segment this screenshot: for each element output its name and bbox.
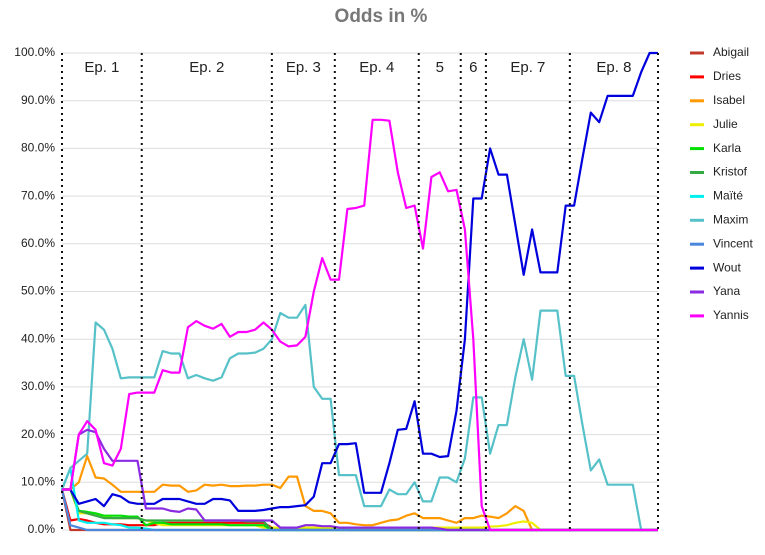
episode-label: Ep. 2 — [189, 59, 224, 76]
y-tick-label: 70.0% — [21, 188, 55, 202]
legend-label: Yana — [713, 284, 740, 298]
legend-label: Abigail — [713, 45, 749, 59]
episode-label: Ep. 3 — [286, 59, 321, 76]
series-line — [60, 303, 658, 532]
y-tick-label: 0.0% — [28, 522, 56, 536]
legend-label: Vincent — [713, 236, 753, 250]
episode-label: 6 — [469, 59, 477, 76]
legend-label: Yannis — [713, 308, 749, 322]
series-line — [62, 51, 658, 512]
legend-label: Karla — [713, 141, 741, 155]
y-tick-label: 20.0% — [21, 427, 55, 441]
episode-label: Ep. 1 — [84, 59, 119, 76]
episode-label: 5 — [436, 59, 444, 76]
y-tick-label: 40.0% — [21, 331, 55, 345]
legend-label: Wout — [713, 260, 741, 274]
legend-label: Maïté — [713, 189, 743, 203]
y-tick-label: 30.0% — [21, 379, 55, 393]
episode-label: Ep. 8 — [596, 59, 631, 76]
episode-label: Ep. 7 — [510, 59, 545, 76]
y-tick-label: 90.0% — [21, 93, 55, 107]
legend-label: Dries — [713, 69, 741, 83]
episode-label: Ep. 4 — [359, 59, 394, 76]
legend-label: Isabel — [713, 93, 745, 107]
y-tick-label: 10.0% — [21, 474, 55, 488]
legend-label: Kristof — [713, 165, 748, 179]
y-tick-label: 100.0% — [14, 45, 55, 59]
y-tick-label: 50.0% — [21, 284, 55, 298]
series-line — [62, 428, 658, 532]
y-tick-label: 60.0% — [21, 236, 55, 250]
chart-title: Odds in % — [335, 6, 428, 27]
y-tick-label: 80.0% — [21, 141, 55, 155]
legend-label: Julie — [713, 117, 738, 131]
legend-label: Maxim — [713, 212, 748, 226]
series-line — [62, 118, 658, 532]
